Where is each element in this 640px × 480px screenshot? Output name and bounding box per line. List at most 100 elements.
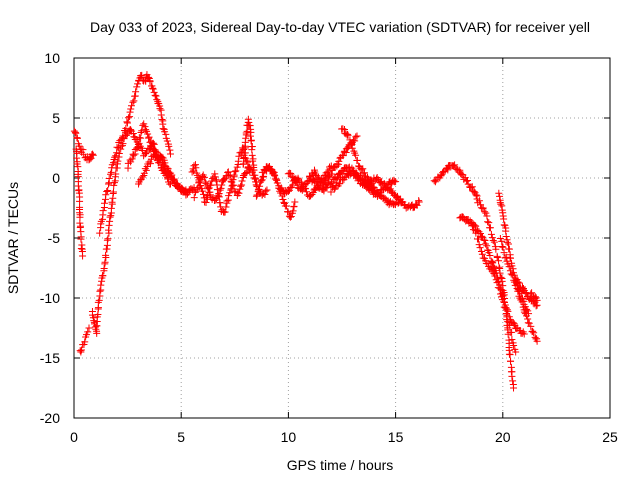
data-point xyxy=(352,133,360,141)
data-point xyxy=(117,135,125,143)
data-point xyxy=(283,202,291,210)
data-point xyxy=(219,176,227,184)
data-point xyxy=(520,308,528,316)
data-point xyxy=(326,171,334,179)
data-point xyxy=(312,170,320,178)
data-point xyxy=(166,150,174,158)
data-point xyxy=(437,172,445,180)
data-point xyxy=(152,152,160,160)
data-point xyxy=(127,126,135,134)
data-point xyxy=(475,241,483,249)
data-point xyxy=(249,157,257,165)
data-point xyxy=(531,333,539,341)
data-point xyxy=(485,249,493,257)
data-point xyxy=(376,189,384,197)
data-point xyxy=(144,130,152,138)
data-point xyxy=(397,199,405,207)
data-point xyxy=(320,185,328,193)
data-point xyxy=(487,230,495,238)
data-point xyxy=(156,105,164,113)
data-point xyxy=(510,341,518,349)
data-point xyxy=(253,191,261,199)
data-point xyxy=(108,198,116,206)
data-point xyxy=(415,198,423,206)
data-point xyxy=(507,270,515,278)
data-point xyxy=(482,209,490,217)
data-point xyxy=(260,172,268,180)
data-point xyxy=(145,133,153,141)
data-point xyxy=(346,136,354,144)
data-point xyxy=(486,252,494,260)
y-tick-label: 5 xyxy=(52,110,60,126)
data-point xyxy=(235,152,243,160)
data-point xyxy=(103,236,111,244)
data-point xyxy=(157,111,165,119)
data-point xyxy=(493,253,501,261)
data-point xyxy=(255,185,263,193)
data-point xyxy=(489,259,497,267)
data-point xyxy=(234,157,242,165)
data-point xyxy=(96,287,104,295)
data-point xyxy=(89,151,97,159)
data-point xyxy=(221,208,229,216)
data-point xyxy=(456,166,464,174)
data-point xyxy=(533,296,541,304)
data-point xyxy=(96,229,104,237)
data-point xyxy=(227,177,235,185)
data-point xyxy=(240,149,248,157)
data-point xyxy=(483,242,491,250)
x-tick-label: 15 xyxy=(388,429,404,445)
data-point xyxy=(142,126,150,134)
data-point xyxy=(123,118,131,126)
data-point xyxy=(303,188,311,196)
data-point xyxy=(500,249,508,257)
data-point xyxy=(520,330,528,338)
data-point xyxy=(472,191,480,199)
data-point xyxy=(330,185,338,193)
data-point xyxy=(175,183,183,191)
data-point xyxy=(291,198,299,206)
data-point xyxy=(462,177,470,185)
data-point xyxy=(129,130,137,138)
data-point xyxy=(114,157,122,165)
data-point xyxy=(475,197,483,205)
data-point xyxy=(523,312,531,320)
data-point xyxy=(250,166,258,174)
data-point xyxy=(145,73,153,81)
data-point xyxy=(475,235,483,243)
data-point xyxy=(343,130,351,138)
data-point xyxy=(76,347,84,355)
data-point xyxy=(119,140,127,148)
data-point xyxy=(284,208,292,216)
data-point xyxy=(514,287,522,295)
data-point xyxy=(348,144,356,152)
data-point xyxy=(415,197,423,205)
data-point xyxy=(502,253,510,261)
data-point xyxy=(99,207,107,215)
data-point xyxy=(506,267,514,275)
data-point xyxy=(488,258,496,266)
data-point xyxy=(188,168,196,176)
data-point xyxy=(311,177,319,185)
data-point xyxy=(263,186,271,194)
data-point xyxy=(492,276,500,284)
data-point xyxy=(84,328,92,336)
data-point xyxy=(521,289,529,297)
data-point xyxy=(503,306,511,314)
data-point xyxy=(215,190,223,198)
data-point xyxy=(512,348,520,356)
data-point xyxy=(463,176,471,184)
x-tick-label: 10 xyxy=(281,429,297,445)
data-point xyxy=(467,183,475,191)
data-point xyxy=(100,264,108,272)
data-point xyxy=(90,317,98,325)
data-point xyxy=(122,124,130,132)
data-point xyxy=(483,212,491,220)
data-point xyxy=(166,146,174,154)
data-point xyxy=(235,189,243,197)
data-point xyxy=(156,158,164,166)
chart-title: Day 033 of 2023, Sidereal Day-to-day VTE… xyxy=(90,19,590,35)
data-point xyxy=(339,168,347,176)
